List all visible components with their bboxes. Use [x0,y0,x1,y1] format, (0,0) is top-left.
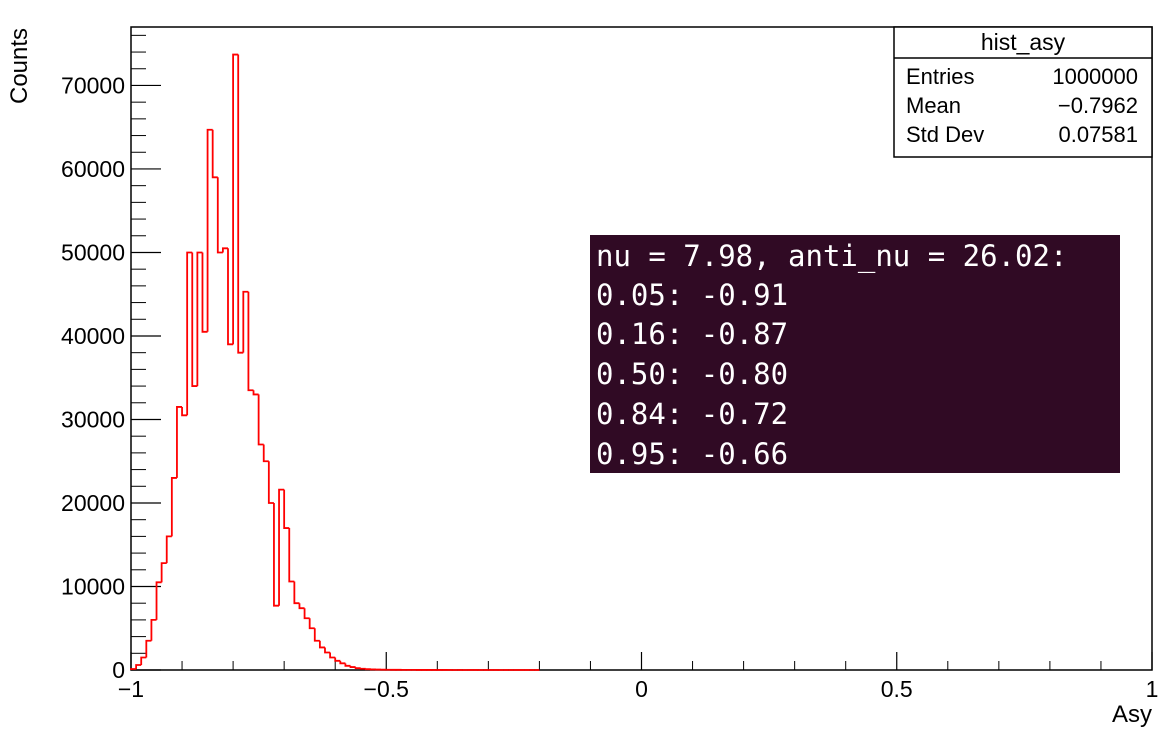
histogram-bin [344,663,351,667]
histogram-bin [257,394,264,446]
terminal-line-q95: 0.95: -0.66 [596,437,788,471]
histogram-bin [262,444,269,463]
histogram-bin [303,608,310,620]
y-tick-label: 20000 [61,490,125,516]
y-tick-label: 60000 [61,156,125,182]
histogram-bin [130,668,137,670]
histogram-bin [160,562,167,583]
histogram-bin [293,581,300,605]
histogram-bin [145,639,152,658]
y-axis-label: Counts [6,28,33,104]
histogram-bin [170,477,177,537]
stats-box: hist_asy Entries 1000000 Mean −0.7962 St… [893,26,1153,158]
terminal-line-q05: 0.05: -0.91 [596,278,788,312]
histogram-bin [252,390,259,396]
histogram-bin [206,128,213,332]
terminal-line-header: nu = 7.98, anti_nu = 26.02: [596,239,1067,274]
histogram-bin [140,656,147,665]
histogram-bin [165,535,172,564]
histogram-bin [359,667,366,670]
x-tick-label: −1 [118,676,144,702]
histogram-bin [288,528,295,583]
histogram-bin [155,581,162,620]
stats-stddev-label: Std Dev [906,122,984,147]
histogram-bin [237,54,244,354]
y-tick-label: 30000 [61,406,125,432]
histogram-bin [221,247,228,253]
histogram-bin [349,665,356,668]
x-tick-label: 0.5 [881,676,913,702]
histogram-bin [227,248,234,346]
stats-stddev-value: 0.07581 [1058,122,1138,147]
stats-mean-value: −0.7962 [1058,93,1138,118]
stats-box-title: hist_asy [981,29,1066,55]
stats-mean-label: Mean [906,93,961,118]
histogram-bin [247,291,254,392]
histogram-bin [135,664,142,669]
histogram-bin [232,53,239,345]
histogram-bin [354,667,361,670]
histogram-bin [313,628,320,642]
histogram-bin [191,252,198,387]
histogram-bin [201,252,208,333]
histogram-bin [318,640,325,649]
x-tick-label: 0 [635,676,648,702]
stats-entries-label: Entries [906,64,974,89]
labels-layer: Counts Asy [6,28,1152,728]
stats-entries-value: 1000000 [1052,64,1138,89]
terminal-overlay: nu = 7.98, anti_nu = 26.02: 0.05: -0.91 … [590,235,1120,473]
histogram-bin [211,129,218,179]
terminal-line-q84: 0.84: -0.72 [596,397,788,431]
y-tick-label: 0 [112,657,125,683]
histogram-bin [196,251,203,387]
histogram-bin [176,406,183,478]
stats-box-frame [893,26,1153,158]
x-tick-label: 1 [1146,676,1159,702]
terminal-line-q16: 0.16: -0.87 [596,317,788,351]
histogram-series [130,53,541,671]
histogram-bin [150,618,157,641]
y-tick-label: 50000 [61,239,125,265]
histogram-bin [308,618,315,630]
y-tick-label: 70000 [61,72,125,98]
histogram-bin [186,251,193,416]
histogram-bin [334,657,341,662]
terminal-line-q50: 0.50: -0.80 [596,357,788,391]
x-axis-label: Asy [1112,701,1152,728]
histogram-bin [324,647,331,654]
y-tick-label: 10000 [61,573,125,599]
y-tick-label: 40000 [61,323,125,349]
histogram-bin [329,652,336,659]
histogram-bin [283,489,290,529]
terminal-background [590,235,1120,473]
histogram-bin [273,502,280,607]
ticks-layer: −1 −0.5 0 0.5 1 0 10000 20000 30000 40000 50000 600… [61,34,1159,702]
histogram-bin [181,406,188,417]
histogram-bin [242,290,249,353]
histogram-bin [216,177,223,254]
histogram-bin [267,461,274,504]
histogram-bin [339,660,346,665]
histogram-bin [298,603,305,610]
x-tick-label: −0.5 [364,676,409,702]
histogram-bin [278,488,285,606]
